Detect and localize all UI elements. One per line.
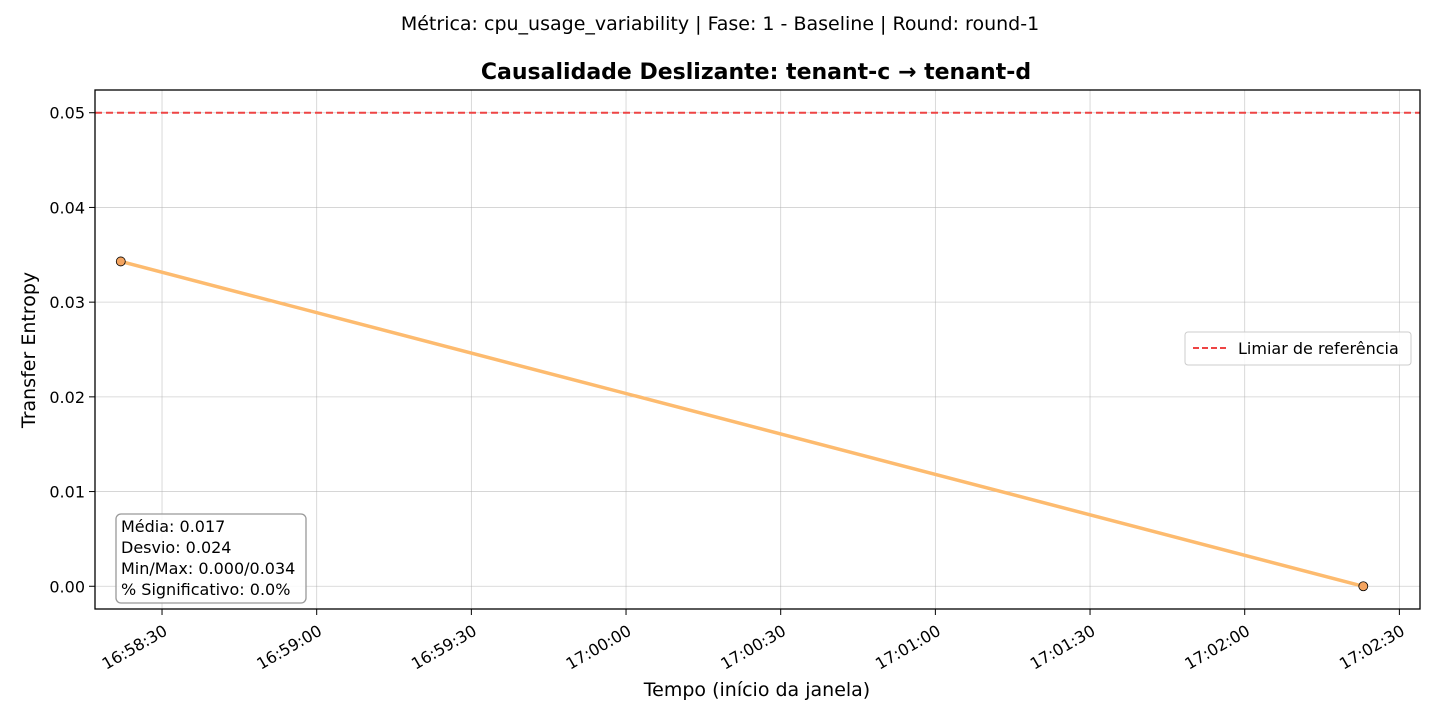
x-tick-label: 16:59:30 — [408, 621, 480, 673]
x-tick-label: 16:59:00 — [253, 621, 325, 673]
grid-layer — [95, 90, 1420, 609]
stats-significant: % Significativo: 0.0% — [121, 580, 290, 599]
stats-box-frame — [115, 513, 307, 604]
x-tick-label: 17:01:30 — [1027, 621, 1099, 673]
series-line — [119, 259, 1366, 589]
figure-suptitle: Métrica: cpu_usage_variability | Fase: 1… — [401, 13, 1039, 35]
data-point — [1358, 581, 1369, 592]
x-tick-label: 17:02:30 — [1336, 621, 1408, 673]
stats-stddev: Desvio: 0.024 — [121, 538, 231, 557]
stats-minmax: Min/Max: 0.000/0.034 — [121, 559, 295, 578]
legend-box — [1184, 331, 1412, 366]
data-point — [115, 256, 126, 267]
stats-mean: Média: 0.017 — [121, 517, 225, 536]
legend-entry: Limiar de referência — [1238, 339, 1399, 358]
y-tick-label: 0.00 — [49, 577, 85, 596]
x-tick-label: 17:02:00 — [1181, 621, 1253, 673]
y-axis-label: Transfer Entropy — [18, 272, 40, 429]
x-tick-label: 17:01:00 — [872, 621, 944, 673]
legend: Limiar de referência — [1184, 331, 1412, 366]
y-tick-label: 0.02 — [49, 388, 85, 407]
y-tick-label: 0.03 — [49, 293, 85, 312]
x-tick-label: 16:58:30 — [99, 621, 171, 673]
y-tick-label: 0.05 — [49, 104, 85, 123]
chart-title: Causalidade Deslizante: tenant-c → tenan… — [481, 60, 1031, 85]
x-tick-label: 17:00:00 — [563, 621, 635, 673]
series-layer — [115, 256, 1369, 592]
y-tick-label: 0.01 — [49, 483, 85, 502]
x-axis-label: Tempo (início da janela) — [643, 679, 870, 701]
stats-box: Média: 0.017 Desvio: 0.024 Min/Max: 0.00… — [115, 513, 307, 604]
x-tick-label: 17:00:30 — [717, 621, 789, 673]
y-tick-label: 0.04 — [49, 198, 85, 217]
plot-frame — [94, 89, 1421, 610]
